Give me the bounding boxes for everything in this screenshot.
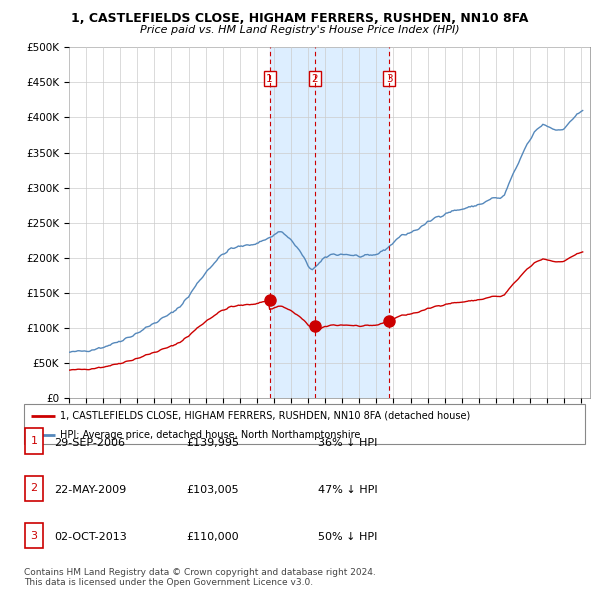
- Text: 47% ↓ HPI: 47% ↓ HPI: [318, 485, 377, 495]
- Text: 2: 2: [31, 483, 37, 493]
- Text: 1: 1: [31, 436, 37, 446]
- Text: HPI: Average price, detached house, North Northamptonshire: HPI: Average price, detached house, Nort…: [61, 430, 361, 440]
- Text: 02-OCT-2013: 02-OCT-2013: [54, 532, 127, 542]
- Text: 1, CASTLEFIELDS CLOSE, HIGHAM FERRERS, RUSHDEN, NN10 8FA: 1, CASTLEFIELDS CLOSE, HIGHAM FERRERS, R…: [71, 12, 529, 25]
- Text: 50% ↓ HPI: 50% ↓ HPI: [318, 532, 377, 542]
- Text: 36% ↓ HPI: 36% ↓ HPI: [318, 438, 377, 448]
- FancyBboxPatch shape: [24, 404, 585, 444]
- FancyBboxPatch shape: [25, 523, 43, 549]
- Text: £110,000: £110,000: [186, 532, 239, 542]
- Text: Contains HM Land Registry data © Crown copyright and database right 2024.
This d: Contains HM Land Registry data © Crown c…: [24, 568, 376, 587]
- Text: 1, CASTLEFIELDS CLOSE, HIGHAM FERRERS, RUSHDEN, NN10 8FA (detached house): 1, CASTLEFIELDS CLOSE, HIGHAM FERRERS, R…: [61, 411, 471, 421]
- Text: Price paid vs. HM Land Registry's House Price Index (HPI): Price paid vs. HM Land Registry's House …: [140, 25, 460, 35]
- Text: 1: 1: [266, 74, 273, 84]
- Text: £139,995: £139,995: [186, 438, 239, 448]
- Text: 29-SEP-2006: 29-SEP-2006: [54, 438, 125, 448]
- FancyBboxPatch shape: [25, 476, 43, 502]
- Text: 3: 3: [386, 74, 392, 84]
- Bar: [314, 47, 389, 398]
- FancyBboxPatch shape: [25, 428, 43, 454]
- Bar: [269, 47, 314, 398]
- Text: 3: 3: [31, 530, 37, 540]
- Text: £103,005: £103,005: [186, 485, 239, 495]
- Text: 22-MAY-2009: 22-MAY-2009: [54, 485, 126, 495]
- Text: 2: 2: [311, 74, 318, 84]
